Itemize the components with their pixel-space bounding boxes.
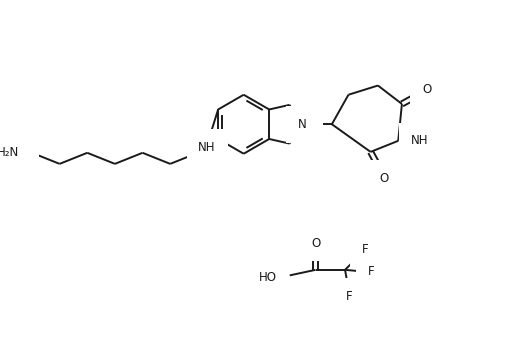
Text: N: N [298, 118, 307, 131]
Text: H₂N: H₂N [0, 146, 19, 159]
Text: F: F [345, 290, 352, 303]
Text: NH: NH [411, 134, 429, 147]
Text: NH: NH [198, 141, 216, 154]
Text: O: O [422, 83, 431, 96]
Text: O: O [380, 172, 389, 185]
Text: O: O [302, 114, 312, 127]
Text: F: F [367, 265, 374, 278]
Text: O: O [311, 237, 320, 250]
Text: F: F [362, 243, 368, 256]
Text: HO: HO [259, 271, 277, 284]
Text: O: O [302, 121, 312, 134]
